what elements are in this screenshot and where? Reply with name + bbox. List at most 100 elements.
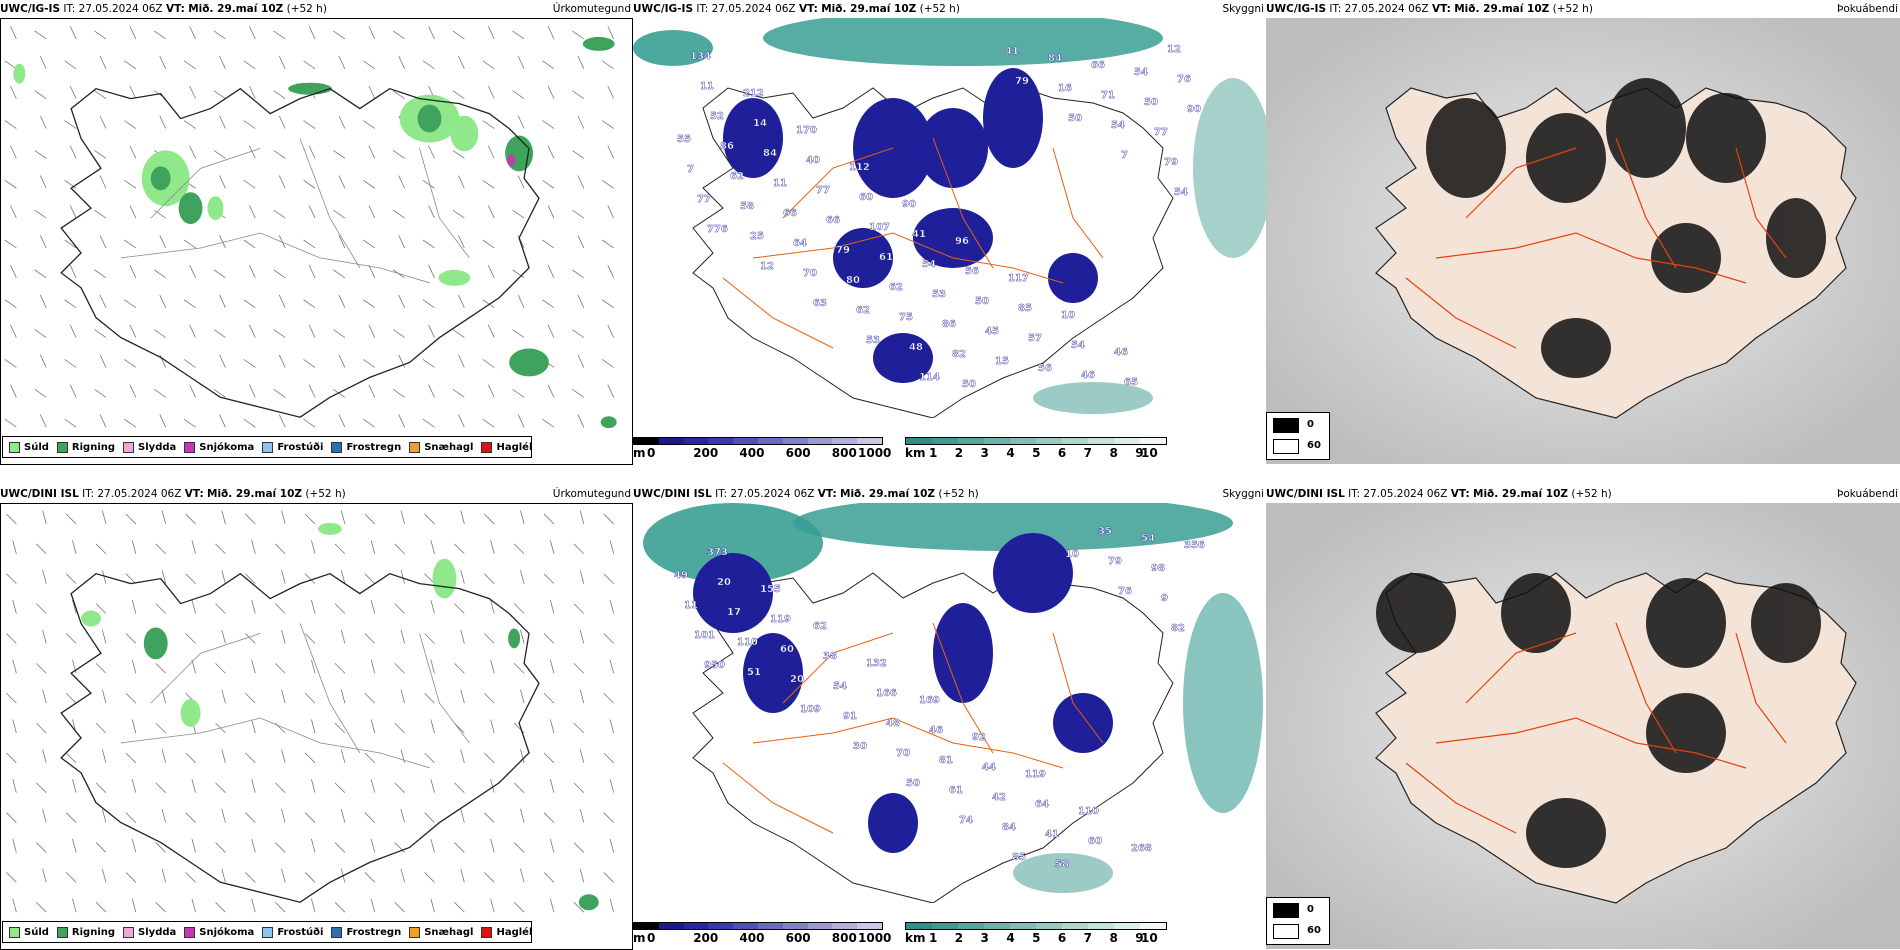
wind-barb — [304, 812, 316, 823]
wind-barb — [422, 179, 435, 189]
wind-barb — [99, 294, 107, 308]
wind-barb — [183, 120, 196, 129]
visibility-label: 56 — [965, 266, 979, 277]
colorbar-tick: 4 — [1006, 446, 1015, 460]
visibility-label: 9 — [1161, 593, 1168, 604]
wind-barb — [394, 722, 405, 734]
low-vis-area — [833, 228, 893, 288]
wind-barb — [161, 749, 167, 763]
wind-barb — [101, 570, 107, 584]
wind-barb — [69, 265, 77, 279]
visibility-label: 66 — [1091, 60, 1105, 71]
wind-barb — [278, 115, 286, 129]
wind-barb — [99, 115, 107, 129]
wind-barb — [392, 389, 405, 398]
legend-item: Slydda — [123, 441, 176, 453]
wind-barb — [430, 659, 435, 674]
colorbar-swatch — [807, 438, 833, 444]
wind-barb — [547, 384, 555, 398]
wind-barb — [159, 294, 167, 308]
wind-barb — [65, 692, 77, 704]
iceland-outline — [60, 572, 540, 903]
panel-name: Skyggni — [1222, 488, 1265, 500]
wind-barb — [129, 384, 137, 398]
wind-barb — [219, 115, 226, 129]
colorbar-tick: 9 — [1135, 931, 1144, 945]
wind-barb — [572, 389, 585, 398]
wind-barb — [547, 85, 555, 99]
precip-area — [180, 699, 201, 727]
wind-barb — [392, 90, 405, 99]
wind-barb — [95, 603, 107, 614]
height-colorbar-swatches — [633, 922, 883, 930]
visibility-label: 42 — [992, 792, 1006, 803]
wind-barb — [94, 30, 107, 40]
fog-key-white — [1273, 924, 1299, 939]
colorbar-tick: 800 — [831, 931, 857, 945]
wind-barb — [36, 722, 47, 734]
precip-area — [507, 154, 516, 167]
wind-barb — [517, 115, 525, 129]
colorbar-tick: 2 — [954, 446, 964, 460]
wind-barb — [129, 265, 137, 279]
colorbar-swatch — [958, 438, 984, 444]
visibility-label: 60 — [1088, 836, 1102, 847]
wind-barb — [304, 573, 316, 584]
wind-barb — [36, 603, 47, 614]
wind-barb — [549, 719, 555, 734]
visibility-label: 58 — [1055, 859, 1069, 870]
wind-barb — [129, 205, 137, 219]
wind-barb — [520, 510, 525, 525]
colorbar-swatch — [782, 923, 808, 929]
wind-barb — [487, 265, 495, 279]
roads — [120, 138, 470, 284]
visibility-label: 166 — [876, 688, 897, 699]
wind-barb — [577, 414, 585, 428]
colorbar-swatch — [807, 923, 833, 929]
legend-swatch — [9, 926, 20, 938]
wind-barb — [213, 150, 226, 159]
colorbar-swatch — [832, 438, 858, 444]
wind-barb — [424, 872, 435, 883]
legend-item: Rigning — [56, 926, 115, 938]
panel-name: Þokuábendi — [1837, 3, 1898, 15]
wind-barb — [304, 872, 316, 883]
distance-colorbar: km 1 2 3 4 5 6 7 8 9 10 — [905, 437, 1167, 465]
precip-legend: Súld Rigning Slydda Snjókoma Frostúði Frostre… — [2, 921, 532, 943]
precip-area — [450, 115, 479, 152]
fog-blob — [1426, 98, 1506, 198]
wind-barb — [36, 842, 47, 853]
wind-barb — [72, 599, 77, 614]
visibility-label: 70 — [803, 268, 817, 279]
wind-barb — [609, 719, 615, 734]
visibility-label: 79 — [1015, 76, 1029, 87]
precip-area — [288, 82, 332, 95]
colorbar-swatch — [1062, 438, 1088, 444]
wind-barb — [452, 150, 465, 159]
visibility-label: 110 — [737, 637, 758, 648]
wind-barb — [368, 85, 376, 99]
wind-barb — [273, 389, 286, 398]
wind-barb — [95, 782, 107, 793]
wind-barb — [607, 324, 615, 338]
visibility-label: 11 — [684, 600, 698, 611]
wind-barb — [454, 782, 465, 793]
wind-barbs — [4, 26, 615, 428]
visibility-label: 82 — [1171, 623, 1185, 634]
visibility-label: 70 — [896, 748, 910, 759]
colorbar-tick: 7 — [1083, 446, 1093, 460]
wind-barb — [161, 510, 167, 525]
legend-swatch — [56, 441, 68, 453]
wind-barb — [609, 779, 615, 793]
wind-barb — [334, 663, 346, 674]
legend-item: Snæhagl — [409, 441, 473, 453]
wind-barb — [603, 692, 614, 704]
low-vis-area — [743, 633, 803, 713]
colorbar-tick: 7 — [1083, 931, 1093, 945]
wind-barb — [422, 299, 435, 309]
legend-label: Slydda — [138, 926, 177, 938]
wind-barb — [155, 782, 166, 793]
visibility-label: 51 — [747, 667, 761, 678]
wind-barb — [513, 902, 525, 913]
colorbar-tick: 2 — [954, 931, 964, 945]
